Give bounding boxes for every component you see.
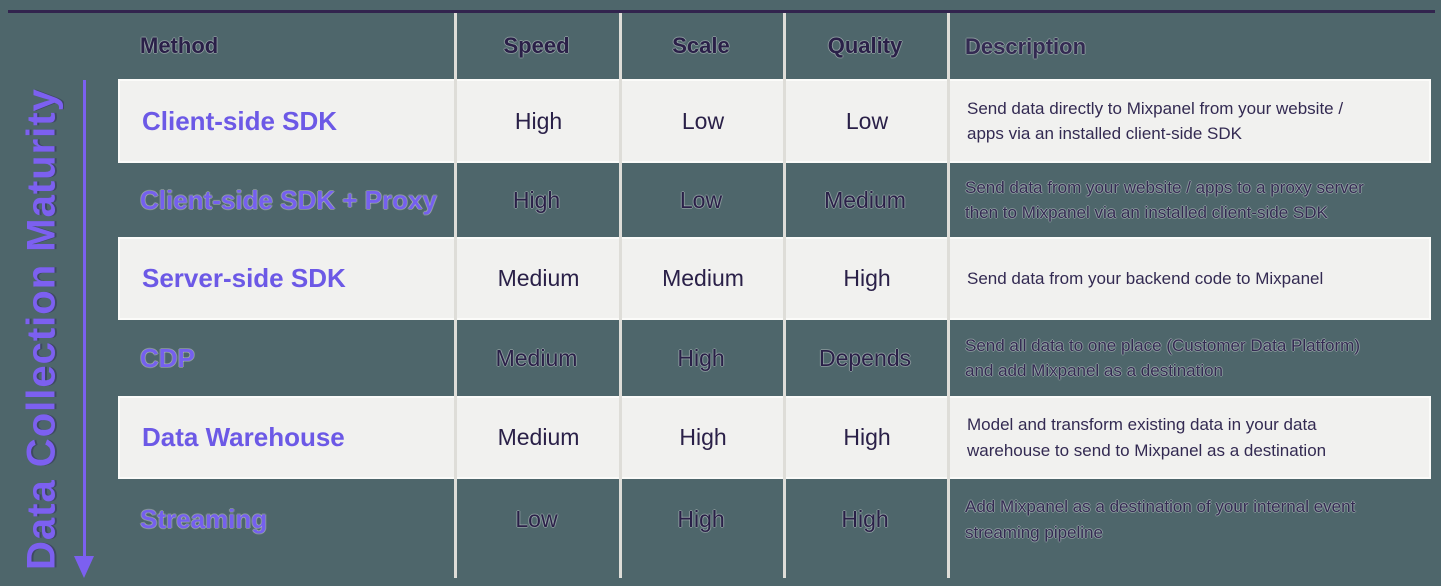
- method-cell: Data Warehouse: [142, 422, 345, 452]
- column-separator: [947, 13, 950, 578]
- top-divider: [8, 10, 1435, 13]
- scale-cell: High: [677, 344, 725, 371]
- description-cell: Model and transform existing data in you…: [967, 415, 1327, 460]
- description-cell: Send data directly to Mixpanel from your…: [967, 98, 1344, 144]
- column-separator: [454, 13, 457, 578]
- table-row-streaming: Streaming Low High High Add Mixpanel as …: [118, 479, 1431, 560]
- header-scale: Scale: [672, 33, 730, 58]
- description-cell: Add Mixpanel as a destination of your in…: [965, 497, 1356, 542]
- method-cell: CDP: [140, 342, 195, 373]
- method-cell: Client-side SDK: [142, 105, 338, 136]
- scale-cell: Low: [681, 107, 725, 134]
- speed-cell: Medium: [495, 344, 578, 371]
- header-method: Method: [140, 33, 219, 58]
- comparison-table: Method Speed Scale Quality Description C…: [118, 13, 1431, 578]
- column-separator: [619, 13, 622, 578]
- description-cell: Send data from your website / apps to a …: [965, 177, 1364, 223]
- quality-cell: High: [843, 424, 891, 450]
- arrowhead-icon: [74, 556, 94, 578]
- maturity-axis-label: Data Collection Maturity: [19, 88, 64, 570]
- quality-cell: Medium: [824, 186, 906, 213]
- scale-cell: High: [677, 506, 725, 532]
- scale-cell: High: [679, 424, 727, 450]
- scale-cell: Medium: [662, 265, 744, 291]
- table-header-row: Method Speed Scale Quality Description: [118, 13, 1431, 79]
- header-quality: Quality: [827, 33, 903, 58]
- maturity-arrow-down-icon: [74, 80, 94, 578]
- quality-cell: Depends: [818, 344, 912, 371]
- scale-cell: Low: [679, 186, 723, 213]
- quality-cell: High: [841, 506, 889, 532]
- quality-cell: High: [843, 265, 891, 291]
- description-cell: Send data from your backend code to Mixp…: [967, 268, 1324, 288]
- speed-cell: High: [514, 107, 563, 134]
- table-row-cdp: CDP Medium High Depends Send all data to…: [118, 320, 1431, 396]
- table-row-client-side-sdk-proxy: Client-side SDK + Proxy High Low Medium …: [118, 163, 1431, 237]
- method-cell: Streaming: [140, 504, 268, 534]
- speed-cell: Medium: [497, 424, 580, 450]
- description-cell: Send all data to one place (Customer Dat…: [965, 335, 1360, 381]
- table-row-server-side-sdk: Server-side SDK Medium Medium High Send …: [118, 237, 1431, 320]
- method-cell: Client-side SDK + Proxy: [140, 184, 437, 215]
- speed-cell: High: [512, 186, 561, 213]
- speed-cell: Low: [515, 506, 558, 532]
- quality-cell: Low: [845, 107, 889, 134]
- header-speed: Speed: [503, 33, 570, 58]
- header-description: Description: [965, 33, 1087, 59]
- speed-cell: Medium: [497, 265, 580, 291]
- table-row-client-side-sdk: Client-side SDK High Low Low Send data d…: [118, 79, 1431, 163]
- table-row-data-warehouse: Data Warehouse Medium High High Model an…: [118, 396, 1431, 479]
- column-separator: [783, 13, 786, 578]
- method-cell: Server-side SDK: [142, 263, 346, 293]
